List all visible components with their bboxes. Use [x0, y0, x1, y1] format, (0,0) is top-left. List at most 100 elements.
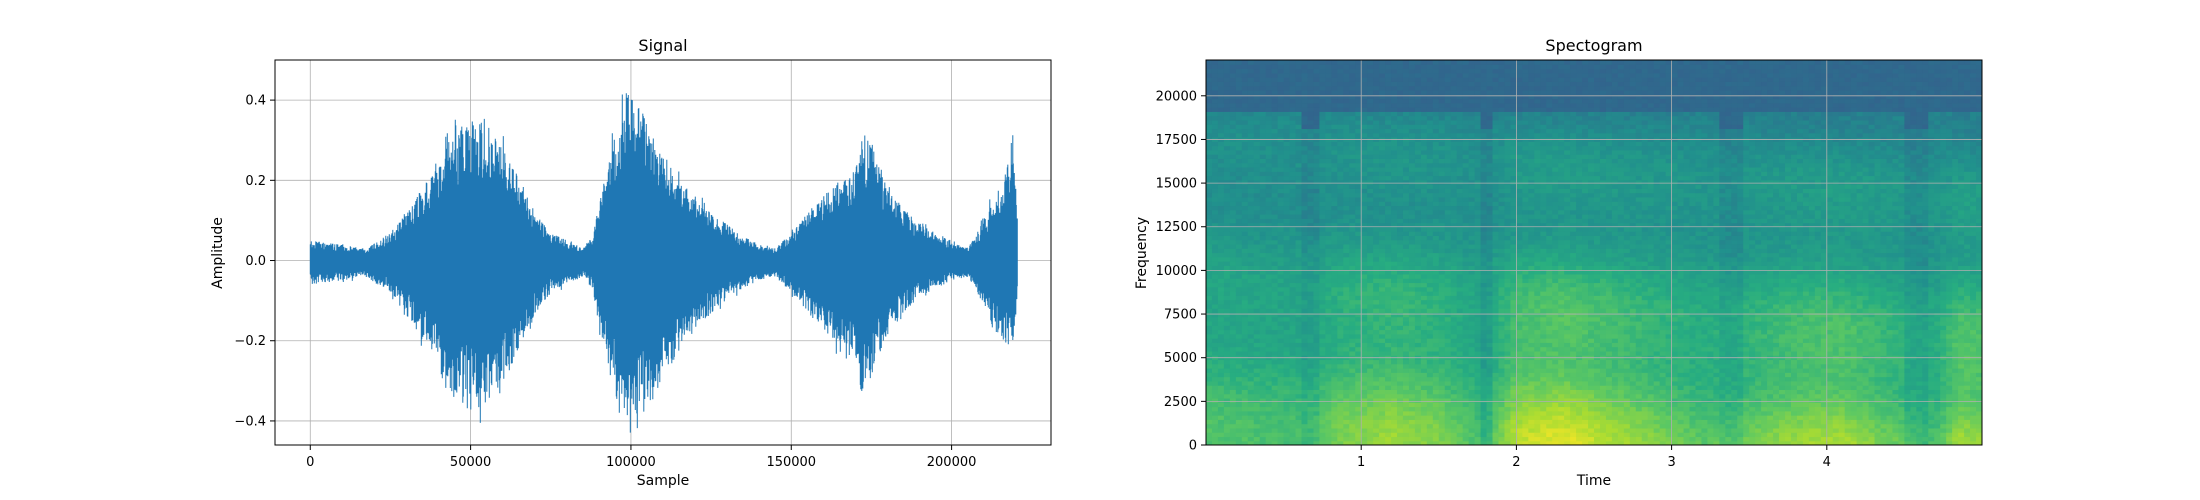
spectrogram-cell: [1361, 385, 1368, 390]
spectrogram-cell: [1277, 64, 1285, 70]
spectrogram-cell: [1480, 423, 1488, 429]
spectrogram-cell: [1385, 64, 1392, 70]
spectrogram-cell: [1367, 320, 1374, 326]
spectrogram-cell: [1355, 363, 1362, 369]
spectrogram-cell: [1402, 312, 1410, 318]
spectrogram-cell: [1331, 273, 1338, 279]
spectrogram-cell: [1223, 303, 1231, 309]
spectrogram-cell: [1391, 248, 1398, 254]
spectrogram-cell: [1289, 325, 1297, 331]
spectrogram-cell: [1468, 60, 1476, 65]
spectrogram-cell: [1504, 329, 1512, 335]
spectrogram-cell: [1253, 273, 1261, 279]
spectrogram-cell: [1223, 128, 1231, 134]
spectrogram-cell: [1444, 107, 1452, 112]
spectrogram-cell: [1474, 145, 1482, 151]
spectrogram-cell: [1337, 248, 1344, 254]
spectrogram-cell: [1277, 171, 1285, 177]
spectrogram-cell: [1480, 350, 1488, 356]
spectrogram-cell: [1516, 393, 1523, 399]
spectrogram-cell: [1480, 188, 1488, 194]
spectrogram-cell: [1504, 201, 1512, 207]
spectrogram-cell: [1468, 346, 1476, 352]
spectrogram-cell: [1211, 239, 1219, 245]
spectrogram-cell: [1355, 64, 1362, 70]
spectrogram-cell: [1420, 350, 1428, 356]
spectrogram-cell: [1480, 205, 1488, 211]
spectrogram-cell: [1480, 333, 1488, 339]
spectrogram-cell: [1397, 188, 1404, 194]
spectrogram-cell: [1379, 60, 1386, 65]
spectrogram-cell: [1217, 107, 1225, 112]
spectrogram-cell: [1522, 380, 1529, 386]
spectrogram-cell: [1385, 436, 1392, 442]
spectrogram-cell: [1379, 171, 1386, 177]
spectrogram-cell: [1408, 325, 1416, 331]
spectrogram-cell: [1253, 81, 1261, 87]
spectrogram-cell: [1307, 132, 1315, 138]
spectrogram-cell: [1462, 282, 1470, 288]
spectrogram-cell: [1313, 192, 1321, 198]
spectrogram-cell: [1223, 81, 1231, 87]
spectrogram-cell: [1259, 98, 1267, 104]
spectrogram-cell: [1420, 119, 1428, 125]
spectrogram-cell: [1223, 98, 1231, 104]
spectrogram-cell: [1319, 124, 1326, 130]
spectrogram-cell: [1402, 98, 1410, 104]
spectrogram-cell: [1319, 188, 1326, 194]
spectrogram-cell: [1510, 406, 1517, 412]
spectrogram-cell: [1206, 295, 1213, 301]
spectrogram-cell: [1480, 119, 1488, 125]
spectrogram-cell: [1235, 299, 1243, 305]
spectrogram-cell: [1343, 342, 1350, 348]
spectrogram-cell: [1397, 166, 1404, 172]
spectrogram-cell: [1462, 286, 1470, 292]
spectrogram-cell: [1331, 196, 1338, 202]
spectrogram-cell: [1438, 372, 1446, 378]
spectrogram-cell: [1229, 372, 1237, 378]
spectrogram-cell: [1492, 188, 1500, 194]
spectrogram-cell: [1456, 184, 1464, 189]
spectrogram-cell: [1385, 256, 1392, 262]
spectrogram-cell: [1217, 427, 1225, 433]
spectrogram-cell: [1223, 68, 1231, 74]
spectrogram-cell: [1271, 248, 1279, 254]
spectrogram-cell: [1373, 397, 1380, 403]
spectrogram-cell: [1211, 410, 1219, 416]
spectrogram-cell: [1271, 256, 1279, 262]
spectrogram-cell: [1331, 188, 1338, 194]
spectrogram-cell: [1504, 81, 1512, 87]
spectrogram-cell: [1307, 419, 1315, 425]
spectrogram-cell: [1265, 359, 1273, 365]
spectrogram-cell: [1217, 243, 1225, 249]
spectrogram-cell: [1301, 338, 1309, 343]
spectrogram-cell: [1456, 98, 1464, 104]
spectrogram-cell: [1235, 115, 1243, 121]
spectrogram-cell: [1492, 192, 1500, 198]
spectrogram-cell: [1295, 231, 1303, 236]
spectrogram-cell: [1397, 64, 1404, 70]
spectrogram-cell: [1295, 308, 1303, 313]
spectrogram-cell: [1283, 214, 1291, 219]
spectrogram-cell: [1217, 333, 1225, 339]
spectrogram-cell: [1474, 102, 1482, 108]
spectrogram-cell: [1516, 312, 1523, 318]
spectrogram-cell: [1307, 119, 1315, 125]
spectrogram-cell: [1313, 291, 1321, 296]
spectrogram-cell: [1229, 363, 1237, 369]
spectrogram-cell: [1265, 346, 1273, 352]
spectrogram-cell: [1247, 380, 1255, 386]
spectrogram-cell: [1456, 282, 1464, 288]
spectrogram-cell: [1391, 85, 1398, 91]
spectrogram-cell: [1295, 385, 1303, 390]
spectrogram-cell: [1235, 98, 1243, 104]
spectrogram-cell: [1211, 308, 1219, 313]
spectrogram-cell: [1325, 393, 1332, 399]
spectrogram-cell: [1391, 98, 1398, 104]
spectrogram-cell: [1516, 94, 1523, 100]
spectrogram-cell: [1480, 320, 1488, 326]
spectrogram-cell: [1450, 188, 1458, 194]
spectrogram-cell: [1229, 166, 1237, 172]
spectrogram-cell: [1402, 111, 1410, 117]
spectrogram-cell: [1247, 436, 1255, 442]
